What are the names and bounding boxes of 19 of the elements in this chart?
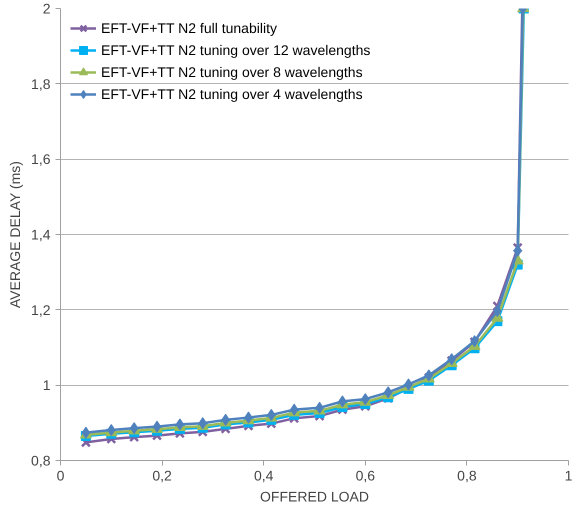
- x-axis-title: OFFERED LOAD: [260, 488, 369, 504]
- legend-label: EFT-VF+TT N2 tuning over 8 wavelengths: [101, 64, 363, 80]
- x-tick-label: 0,8: [457, 468, 477, 484]
- y-tick-label: 1,4: [31, 226, 51, 242]
- y-tick-label: 2: [42, 0, 51, 16]
- y-axis-title: AVERAGE DELAY (ms): [7, 161, 24, 308]
- y-tick-label: 1: [42, 377, 51, 394]
- legend-label: EFT-VF+TT N2 tuning over 12 wavelengths: [101, 42, 370, 58]
- y-tick-label: 0,8: [31, 452, 51, 468]
- x-tick-label: 0,6: [356, 468, 376, 484]
- x-tick-label: 0,2: [152, 468, 172, 484]
- x-tick-label: 0,4: [254, 468, 274, 484]
- y-tick-label: 1,2: [31, 302, 51, 318]
- legend-label: EFT-VF+TT N2 tuning over 4 wavelengths: [101, 86, 363, 102]
- x-tick-label: 0: [56, 468, 65, 484]
- y-tick-label: 1,6: [31, 151, 51, 168]
- x-tick-label: 1: [564, 468, 573, 484]
- y-tick-label: 1,8: [31, 76, 51, 92]
- legend-label: EFT-VF+TT N2 full tunability: [101, 20, 277, 36]
